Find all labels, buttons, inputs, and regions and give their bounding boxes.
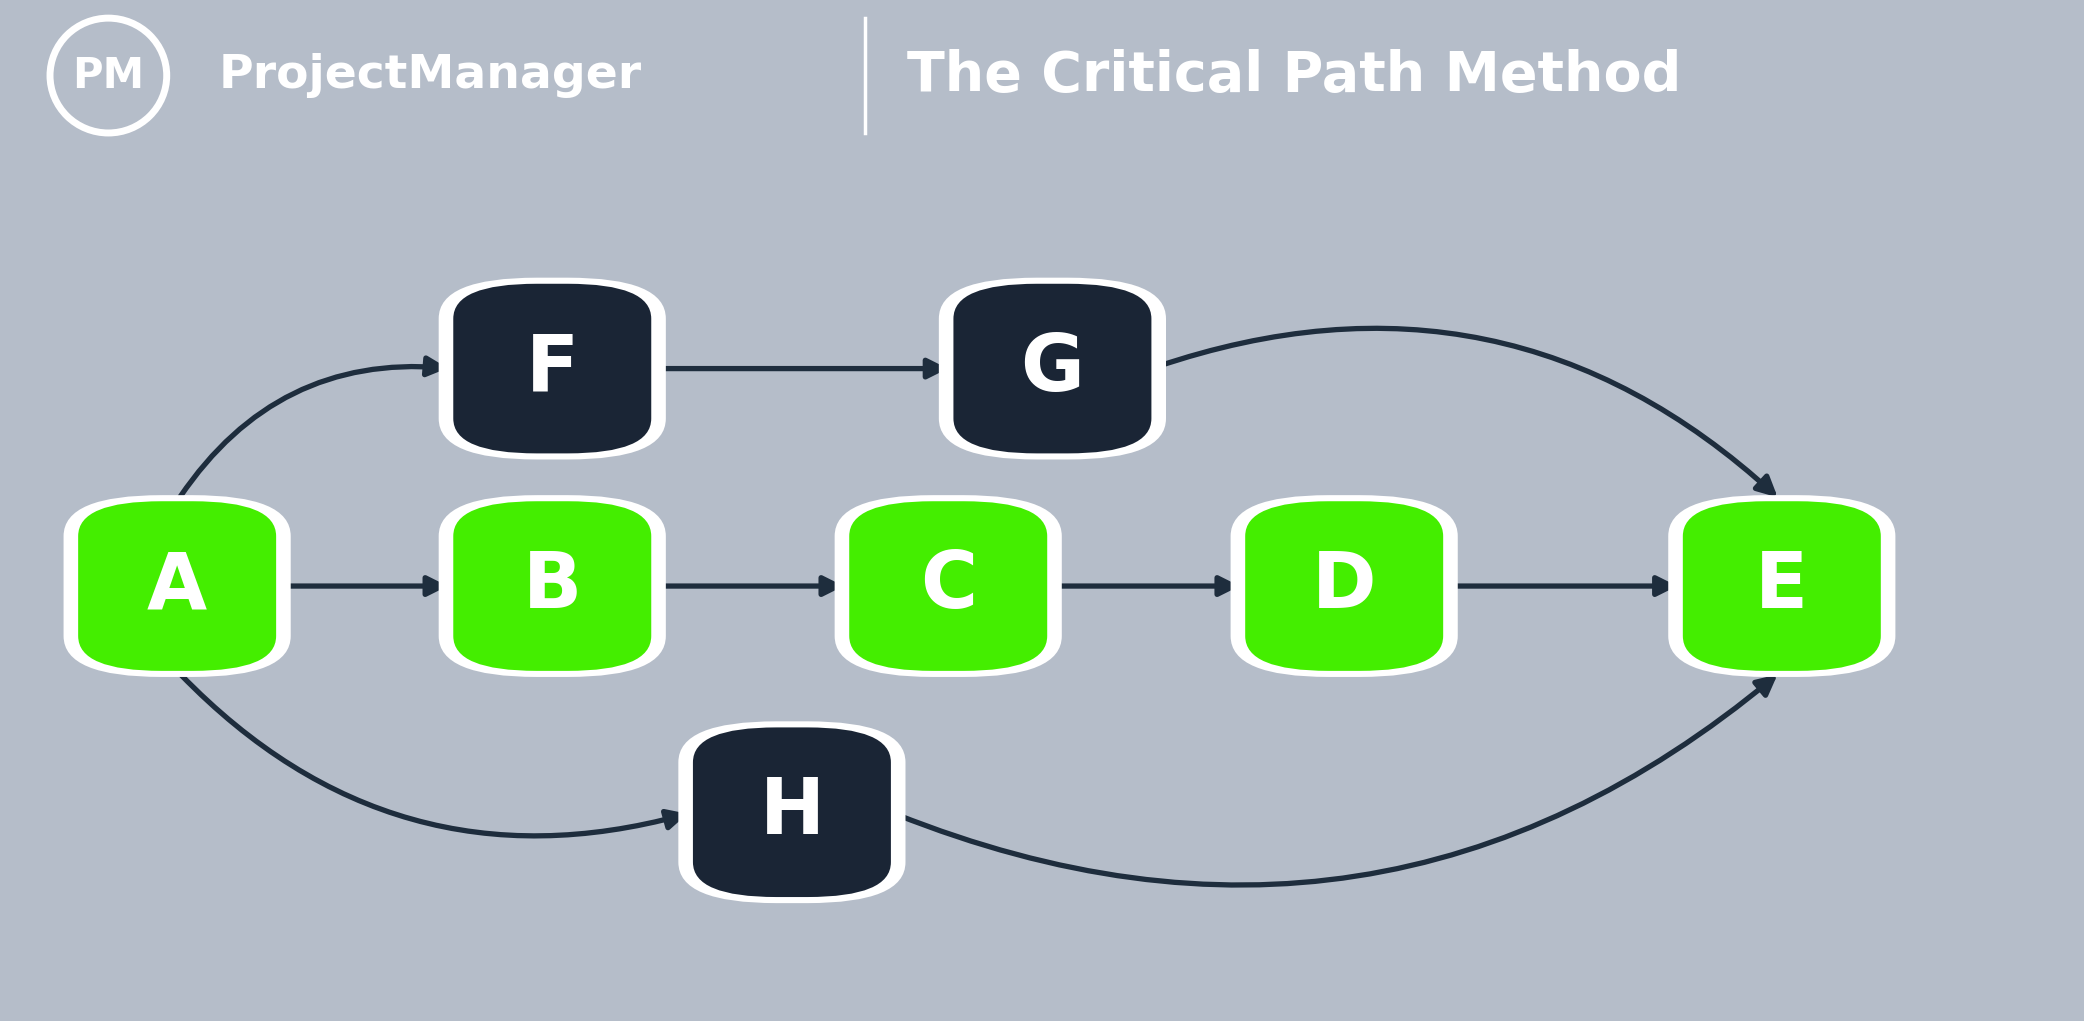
Text: ProjectManager: ProjectManager <box>219 53 642 98</box>
Text: G: G <box>1021 331 1084 406</box>
Text: C: C <box>919 548 977 624</box>
FancyBboxPatch shape <box>454 501 650 671</box>
FancyBboxPatch shape <box>438 278 665 459</box>
FancyBboxPatch shape <box>954 284 1150 453</box>
Text: The Critical Path Method: The Critical Path Method <box>907 49 1682 102</box>
FancyBboxPatch shape <box>677 721 904 904</box>
Text: PM: PM <box>73 54 144 97</box>
Text: H: H <box>759 774 825 850</box>
FancyBboxPatch shape <box>1682 501 1880 671</box>
Text: D: D <box>1311 548 1378 624</box>
FancyBboxPatch shape <box>454 284 650 453</box>
FancyBboxPatch shape <box>1246 501 1442 671</box>
Text: A: A <box>148 548 206 624</box>
FancyBboxPatch shape <box>850 501 1046 671</box>
FancyBboxPatch shape <box>65 495 292 677</box>
FancyBboxPatch shape <box>834 495 1063 677</box>
Text: E: E <box>1755 548 1809 624</box>
FancyBboxPatch shape <box>79 501 275 671</box>
Text: B: B <box>523 548 581 624</box>
FancyBboxPatch shape <box>1667 495 1896 677</box>
FancyBboxPatch shape <box>692 727 892 897</box>
FancyBboxPatch shape <box>438 495 665 677</box>
FancyBboxPatch shape <box>1230 495 1459 677</box>
FancyBboxPatch shape <box>938 278 1167 459</box>
Text: F: F <box>525 331 579 406</box>
